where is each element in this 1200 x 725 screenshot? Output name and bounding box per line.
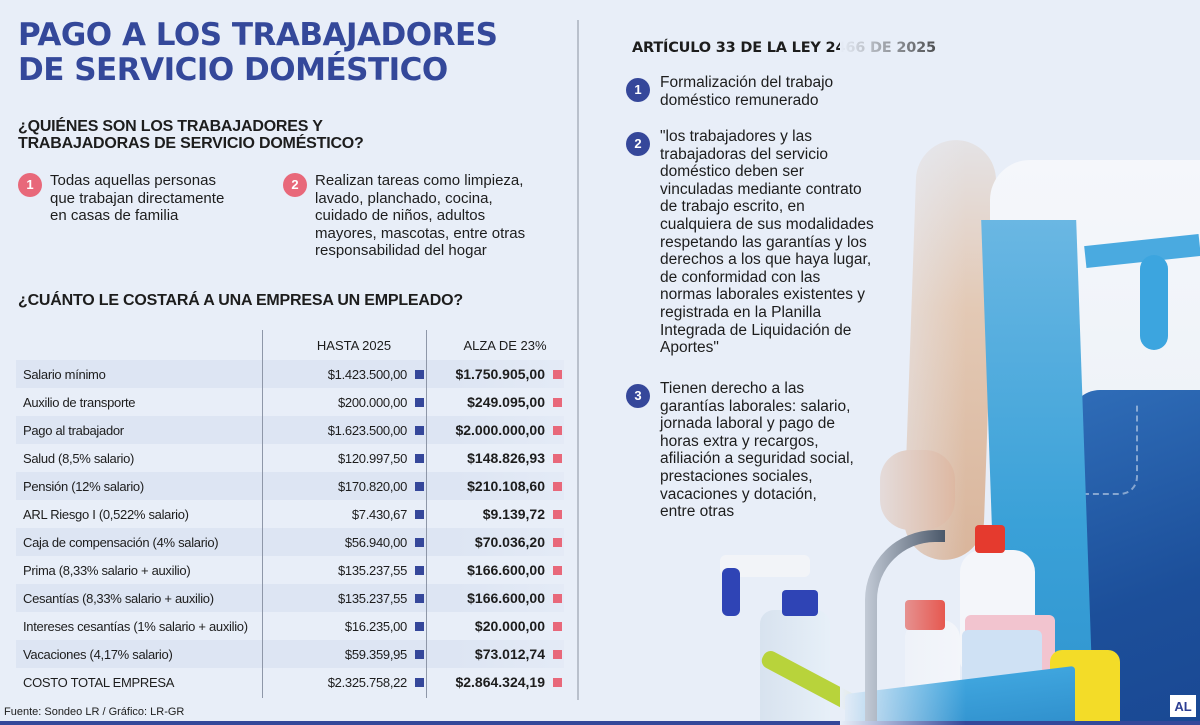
legend-square-icon <box>553 537 562 547</box>
column-divider <box>426 330 427 698</box>
table-row: Salud (8,5% salario) $120.997,50 $148.82… <box>16 444 564 472</box>
legend-square-icon <box>553 453 562 463</box>
legend-square-icon <box>415 397 424 407</box>
legend-square-icon <box>415 649 424 659</box>
legend-square-icon <box>553 593 562 603</box>
table-row: Pensión (12% salario) $170.820,00 $210.1… <box>16 472 564 500</box>
section-divider <box>577 20 579 700</box>
table-header: HASTA 2025 ALZA DE 23% <box>16 330 564 360</box>
number-badge: 1 <box>626 78 650 102</box>
table-row: Intereses cesantías (1% salario + auxili… <box>16 612 564 640</box>
legend-square-icon <box>415 425 424 435</box>
table-row-total: COSTO TOTAL EMPRESA $2.325.758,22 $2.864… <box>16 668 564 696</box>
number-badge: 2 <box>283 173 307 197</box>
who-item-text: Todas aquellas personas que trabajan dir… <box>50 172 225 224</box>
article-item-3: 3 Tienen derecho a las garantías laboral… <box>626 380 854 521</box>
legend-square-icon <box>553 481 562 491</box>
table-row: Auxilio de transporte $200.000,00 $249.0… <box>16 388 564 416</box>
article-item-2: 2 "los trabajadores y las trabajadoras d… <box>626 128 874 357</box>
publisher-logo: AL <box>1170 695 1196 717</box>
number-badge: 3 <box>626 384 650 408</box>
article-item-text: Formalización del trabajo doméstico remu… <box>660 74 834 109</box>
legend-square-icon <box>415 509 424 519</box>
legend-square-icon <box>415 369 424 379</box>
table-row: Vacaciones (4,17% salario) $59.359,95 $7… <box>16 640 564 668</box>
number-badge: 1 <box>18 173 42 197</box>
legend-square-icon <box>415 565 424 575</box>
cost-heading: ¿CUÁNTO LE COSTARÁ A UNA EMPRESA UN EMPL… <box>18 292 463 309</box>
legend-square-icon <box>553 425 562 435</box>
legend-square-icon <box>415 453 424 463</box>
bottom-accent-bar <box>0 721 1200 725</box>
legend-square-icon <box>553 621 562 631</box>
legend-square-icon <box>553 397 562 407</box>
legend-square-icon <box>415 481 424 491</box>
source-credit: Fuente: Sondeo LR / Gráfico: LR-GR <box>4 706 185 718</box>
table-row: ARL Riesgo I (0,522% salario) $7.430,67 … <box>16 500 564 528</box>
number-badge: 2 <box>626 132 650 156</box>
cleaning-worker-photo <box>840 0 1200 725</box>
who-item-1: 1 Todas aquellas personas que trabajan d… <box>18 172 268 225</box>
cost-table: HASTA 2025 ALZA DE 23% Salario mínimo $1… <box>16 330 564 698</box>
article-item-text: "los trabajadores y las trabajadoras del… <box>660 128 874 357</box>
column-header-alza: ALZA DE 23% <box>463 337 547 353</box>
page-title: PAGO A LOS TRABAJADORES DE SERVICIO DOMÉ… <box>18 17 498 88</box>
legend-square-icon <box>553 677 562 687</box>
who-item-text: Realizan tareas como limpieza, lavado, p… <box>315 172 526 259</box>
legend-square-icon <box>415 593 424 603</box>
legend-square-icon <box>553 509 562 519</box>
legend-square-icon <box>415 621 424 631</box>
article-item-1: 1 Formalización del trabajo doméstico re… <box>626 74 833 109</box>
article-item-text: Tienen derecho a las garantías laborales… <box>660 380 854 521</box>
table-row: Prima (8,33% salario + auxilio) $135.237… <box>16 556 564 584</box>
legend-square-icon <box>553 369 562 379</box>
table-row: Cesantías (8,33% salario + auxilio) $135… <box>16 584 564 612</box>
legend-square-icon <box>553 649 562 659</box>
column-divider <box>262 330 263 698</box>
table-row: Salario mínimo $1.423.500,00 $1.750.905,… <box>16 360 564 388</box>
legend-square-icon <box>415 537 424 547</box>
table-row: Caja de compensación (4% salario) $56.94… <box>16 528 564 556</box>
who-heading: ¿QUIÉNES SON LOS TRABAJADORES Y TRABAJAD… <box>18 118 364 152</box>
legend-square-icon <box>415 677 424 687</box>
legend-square-icon <box>553 565 562 575</box>
table-row: Pago al trabajador $1.623.500,00 $2.000.… <box>16 416 564 444</box>
column-header-hasta-2025: HASTA 2025 <box>316 337 392 353</box>
who-item-2: 2 Realizan tareas como limpieza, lavado,… <box>283 172 563 260</box>
